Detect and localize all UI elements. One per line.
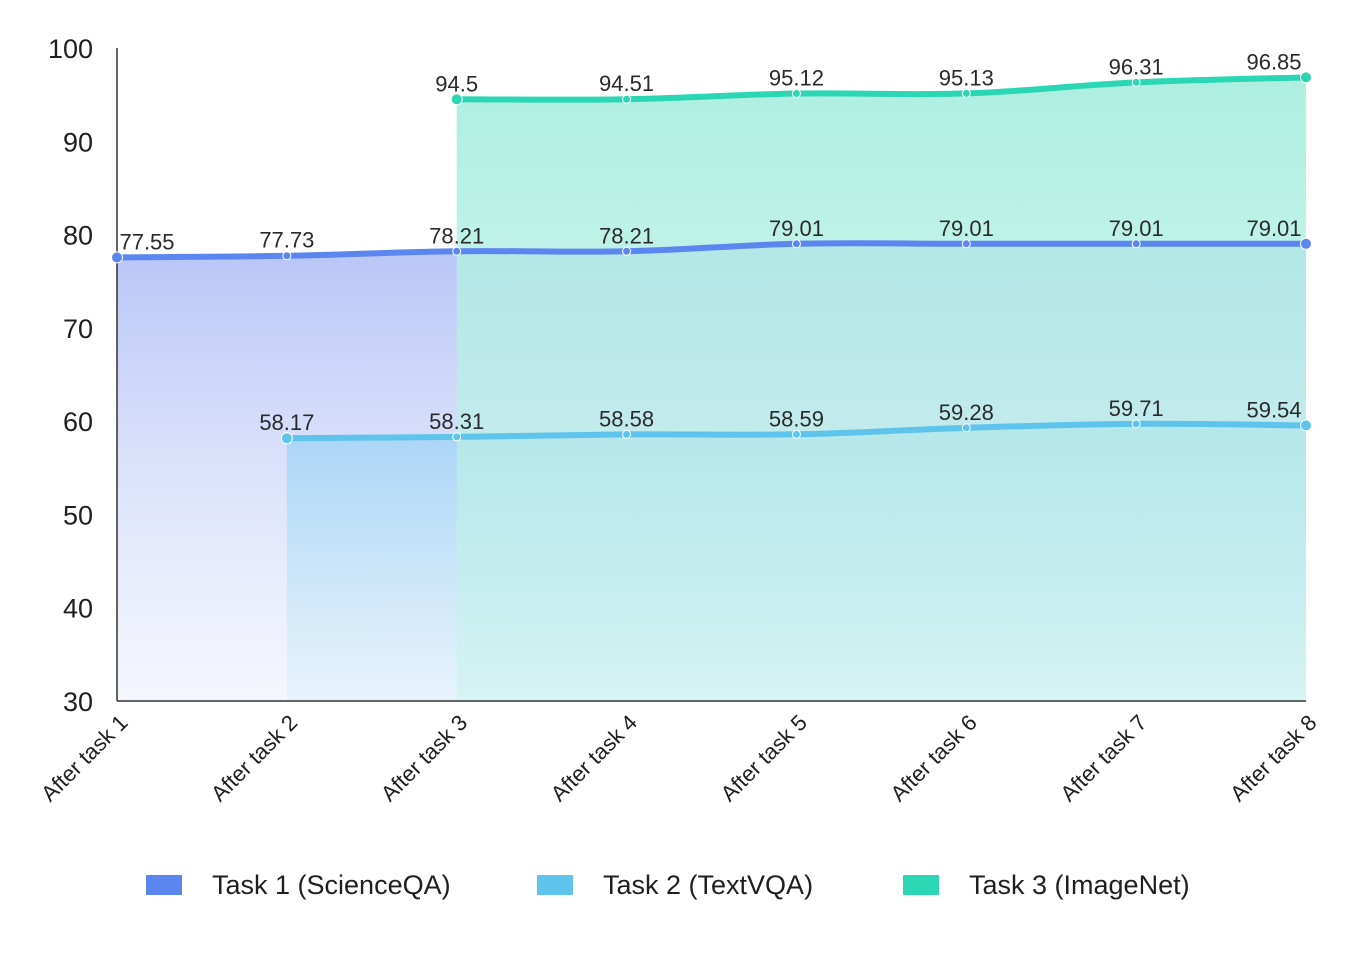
y-tick-label: 100 (48, 34, 93, 64)
x-tick-label: After task 2 (206, 710, 302, 806)
data-label: 58.58 (599, 406, 654, 431)
data-point (452, 246, 462, 256)
data-label: 79.01 (939, 216, 994, 241)
legend-swatch-task-3-imagenet (901, 873, 941, 897)
data-point (282, 251, 292, 261)
data-point (280, 432, 293, 445)
data-label: 96.85 (1246, 49, 1301, 74)
data-label: 79.01 (1109, 216, 1164, 241)
data-point (961, 423, 971, 433)
x-tick-label: After task 5 (716, 710, 812, 806)
data-point (1300, 419, 1312, 432)
data-point (1300, 71, 1312, 84)
data-label: 58.17 (259, 410, 314, 435)
x-tick-label: After task 1 (36, 710, 132, 806)
legend-label-task-2-textvqa: Task 2 (TextVQA) (603, 870, 813, 900)
data-point (961, 239, 971, 249)
x-tick-label: After task 3 (376, 710, 472, 806)
data-point (1300, 237, 1312, 250)
data-label: 79.01 (769, 216, 824, 241)
area-task-3-imagenet (456, 77, 1306, 701)
series-areas (117, 77, 1306, 701)
data-label: 58.59 (769, 406, 824, 431)
series-lines (111, 71, 1312, 445)
data-point (791, 239, 801, 249)
axes (116, 48, 1306, 702)
line-task-1-scienceqa (114, 240, 1309, 261)
legend-label-task-3-imagenet: Task 3 (ImageNet) (969, 870, 1190, 900)
data-point (622, 94, 632, 104)
data-label: 79.01 (1246, 216, 1301, 241)
data-label: 94.51 (599, 71, 654, 96)
data-point (961, 88, 971, 98)
y-tick-label: 90 (63, 127, 93, 157)
data-labels: 77.55 77.73 78.21 78.21 79.01 79.01 79.01 79.01… (119, 49, 1301, 435)
data-label: 59.28 (939, 400, 994, 425)
x-tick-label: After task 7 (1055, 710, 1151, 806)
x-tick-labels: After task 1 After task 2 After task 3 Afte… (36, 710, 1321, 806)
data-label: 95.12 (769, 66, 824, 91)
data-label: 95.13 (939, 65, 994, 90)
data-point (622, 246, 632, 256)
data-point (111, 251, 123, 264)
y-tick-labels: 30 40 50 60 70 80 90 100 (48, 34, 93, 717)
y-tick-label: 50 (63, 500, 93, 530)
x-tick-label: After task 6 (885, 710, 981, 806)
data-label: 58.31 (429, 409, 484, 434)
data-label: 96.31 (1109, 54, 1164, 79)
data-point (1131, 239, 1141, 249)
data-label: 94.5 (435, 71, 478, 96)
legend-swatch-task-1-scienceqa (144, 873, 184, 897)
data-point (450, 93, 463, 106)
data-label: 77.55 (119, 229, 174, 254)
y-tick-label: 30 (63, 687, 93, 717)
legend-swatch-task-2-textvqa (535, 873, 575, 897)
y-tick-label: 70 (63, 314, 93, 344)
y-tick-label: 80 (63, 221, 93, 251)
x-tick-label: After task 8 (1225, 710, 1321, 806)
y-tick-label: 60 (63, 407, 93, 437)
data-point (1131, 77, 1141, 87)
data-point (1131, 419, 1141, 429)
data-label: 59.54 (1246, 397, 1301, 422)
data-label: 78.21 (599, 223, 654, 248)
line-task-3-imagenet (453, 74, 1309, 103)
data-point (791, 89, 801, 99)
data-label: 77.73 (259, 228, 314, 253)
data-label: 59.71 (1109, 396, 1164, 421)
x-tick-label: After task 4 (546, 710, 642, 806)
legend-label-task-1-scienceqa: Task 1 (ScienceQA) (212, 870, 451, 900)
y-tick-label: 40 (63, 594, 93, 624)
data-point (622, 429, 632, 439)
data-point (452, 432, 462, 442)
data-label: 78.21 (429, 223, 484, 248)
legend: Task 1 (ScienceQA) Task 2 (TextVQA) Task 3… (144, 870, 1190, 900)
data-point (791, 429, 801, 439)
